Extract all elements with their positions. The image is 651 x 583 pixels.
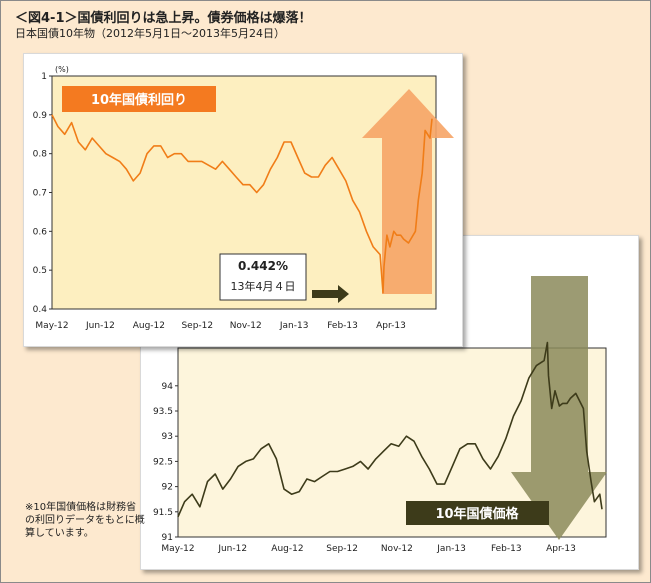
- price-x-tick-label: Aug-12: [271, 544, 303, 554]
- price-y-axis: 91 91.5 92 92.5 93 93.5 94: [153, 382, 178, 543]
- callout-value: 0.442%: [238, 259, 288, 273]
- yield-series-line: [51, 114, 433, 294]
- yield-y-tick-label: 0.9: [33, 111, 48, 121]
- yield-y-unit: (%): [55, 65, 69, 74]
- footnote: ※10年国債価格は財務省の利回りデータをもとに概算しています。: [25, 502, 145, 539]
- price-x-tick-label: Jan-13: [436, 544, 466, 554]
- yield-x-tick-label: May-12: [35, 321, 68, 331]
- up-arrow: [362, 89, 454, 294]
- price-series-label: 10年国債価格: [406, 501, 549, 525]
- yield-chart-panel: (%) 0.4 0.5 0.6 0.7 0.8 0.9 1 May-12 Jun-12 Aug-…: [23, 53, 463, 347]
- price-y-tick-label: 91.5: [153, 508, 173, 518]
- yield-x-tick-label: Aug-12: [133, 321, 165, 331]
- figure-title: ＜図4-1＞国債利回りは急上昇。債券価格は爆落！: [15, 11, 312, 26]
- yield-y-tick-label: 0.6: [33, 227, 48, 237]
- price-chart: 91 91.5 92 92.5 93 93.5 94 May-12 Jun-12 Aug-12 S…: [153, 276, 607, 554]
- price-series-label-text: 10年国債価格: [435, 506, 519, 522]
- yield-x-tick-label: Apr-13: [376, 321, 406, 331]
- price-y-tick-label: 93.5: [153, 407, 173, 417]
- yield-y-tick-label: 0.5: [33, 266, 47, 276]
- price-x-tick-label: May-12: [161, 544, 194, 554]
- price-x-tick-label: Jun-12: [217, 544, 247, 554]
- callout-arrow: [312, 285, 349, 303]
- yield-series-label: 10年国債利回り: [62, 86, 216, 112]
- figure-subtitle: 日本国債10年物（2012年5月1日〜2013年5月24日）: [15, 27, 285, 40]
- yield-y-tick-label: 0.7: [33, 189, 47, 199]
- yield-y-tick-label: 1: [41, 72, 47, 82]
- price-series-line: [177, 341, 603, 518]
- price-y-tick-label: 92: [162, 483, 173, 493]
- price-x-axis: May-12 Jun-12 Aug-12 Sep-12 Nov-12 Jan-13 Feb-…: [161, 544, 575, 554]
- low-point-callout: 0.442% 13年4月４日: [219, 253, 349, 303]
- price-y-tick-label: 93: [162, 432, 173, 442]
- yield-x-tick-label: Jun-12: [85, 321, 115, 331]
- yield-chart: (%) 0.4 0.5 0.6 0.7 0.8 0.9 1 May-12 Jun-12 Aug-…: [33, 65, 454, 331]
- price-x-tick-label: Sep-12: [326, 544, 358, 554]
- price-y-tick-label: 94: [162, 382, 174, 392]
- callout-date: 13年4月４日: [231, 279, 296, 293]
- yield-y-axis: 0.4 0.5 0.6 0.7 0.8 0.9 1: [33, 72, 52, 315]
- price-x-tick-label: Feb-13: [491, 544, 522, 554]
- yield-y-tick-label: 0.4: [33, 305, 48, 315]
- down-arrow: [511, 276, 607, 540]
- yield-x-tick-label: Sep-12: [181, 321, 213, 331]
- price-y-tick-label: 91: [162, 533, 173, 543]
- price-x-tick-label: Nov-12: [381, 544, 413, 554]
- yield-series-label-text: 10年国債利回り: [91, 92, 187, 108]
- price-x-tick-label: Apr-13: [546, 544, 576, 554]
- yield-x-tick-label: Feb-13: [327, 321, 358, 331]
- price-y-tick-label: 92.5: [153, 457, 173, 467]
- yield-x-tick-label: Nov-12: [230, 321, 262, 331]
- yield-y-tick-label: 0.8: [33, 150, 48, 160]
- yield-x-tick-label: Jan-13: [279, 321, 309, 331]
- yield-x-axis: May-12 Jun-12 Aug-12 Sep-12 Nov-12 Jan-13 Feb-…: [35, 321, 405, 331]
